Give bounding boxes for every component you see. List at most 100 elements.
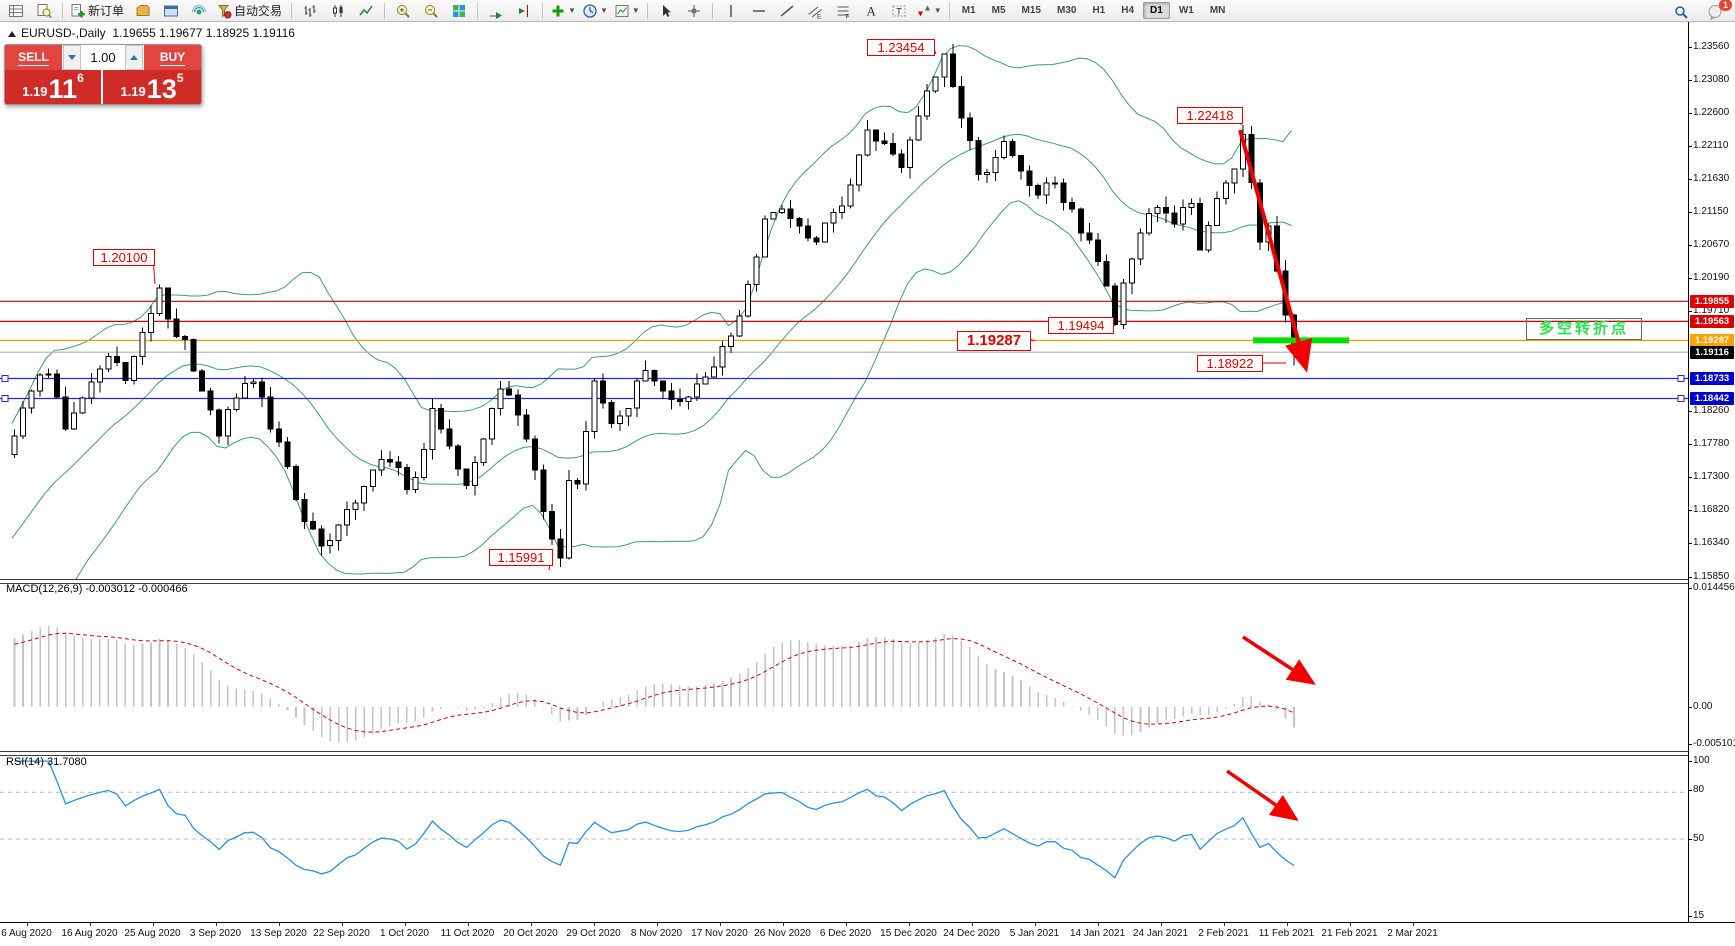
price-tag-black: 1.19116 [1690,346,1734,360]
date-tick [215,923,217,926]
sell-price-pipette: 6 [77,71,84,85]
timeframe-button-w1[interactable]: W1 [1178,5,1194,16]
date-label: 20 Oct 2020 [503,928,558,939]
indicator-tick-label: 15 [1688,910,1705,921]
trendline-icon[interactable] [773,0,801,22]
market-watch-icon [9,4,23,17]
macd-arrow[interactable] [1242,635,1316,685]
date-tick [845,923,847,926]
date-tick [404,923,406,926]
volume-decrease-button[interactable] [63,45,81,70]
equidistant-channel-icon[interactable]: E [801,0,829,22]
sell-price[interactable]: 1.19 11 6 [5,70,103,104]
collapse-icon[interactable] [8,31,16,37]
date-tick [719,923,721,926]
price-callout-label[interactable]: 1.22418 [1177,107,1243,124]
candles[interactable] [11,43,1297,567]
strategy-tester-icon[interactable] [185,0,213,22]
price-callout-label[interactable]: 1.23454 [867,39,935,56]
bar-chart-icon[interactable] [296,0,324,22]
auto-scroll-icon[interactable] [482,0,510,22]
cursor-icon[interactable] [652,0,680,22]
price-tag-orange: 1.19287 [1690,334,1734,348]
timeframe-button-m15[interactable]: M15 [1021,5,1041,16]
bollinger-bands[interactable] [11,45,1292,579]
timeframe-button-m5[interactable]: M5 [991,5,1006,16]
vertical-line-icon[interactable] [717,0,745,22]
chart-profiles-icon[interactable] [129,0,157,22]
periods-icon[interactable]: ▼ [579,0,611,22]
chart-title-ohlc: 1.19655 1.19677 1.18925 1.19116 [112,26,295,40]
timeframe-button-mn[interactable]: MN [1209,5,1226,16]
price-callout-label[interactable]: 1.18922 [1197,355,1263,372]
tile-windows-icon[interactable] [445,0,473,22]
rsi-pane-canvas[interactable] [0,754,1688,922]
text-icon[interactable]: A [857,0,885,22]
buy-price-prefix: 1.19 [120,84,146,99]
timeframe-button-m30[interactable]: M30 [1056,5,1077,16]
arrows-icon[interactable]: ▼ [913,0,945,22]
zoom-out-icon[interactable] [417,0,445,22]
sell-button[interactable]: SELL [5,45,62,70]
price-callout-label[interactable]: 1.15991 [489,549,553,566]
date-axis[interactable]: 6 Aug 2020 16 Aug 2020 25 Aug 2020 3 Sep 20… [0,922,1735,946]
horizontal-line-icon [752,9,765,12]
crosshair-icon[interactable] [680,0,708,22]
dropdown-caret-icon[interactable]: ▼ [599,5,608,15]
turning-point-note[interactable]: 多空转折点 [1526,318,1642,340]
dropdown-caret-icon[interactable]: ▼ [933,5,942,15]
volume-input[interactable] [81,45,125,70]
chart-shift-icon [519,4,529,17]
timeframe-button-h4[interactable]: H4 [1121,5,1135,16]
templates-icon [615,4,629,17]
volume-increase-button[interactable] [125,45,143,70]
search-button[interactable] [1667,1,1695,23]
horizontal-line-icon[interactable] [745,0,773,22]
data-window-icon[interactable] [30,0,58,22]
line-chart-icon[interactable] [352,0,380,22]
timeframe-button-m1[interactable]: M1 [961,5,976,16]
rsi-arrow[interactable] [1225,769,1299,822]
price-tick-label: 1.18260 [1688,405,1730,416]
terminal-icon[interactable] [157,0,185,22]
price-callout-label[interactable]: 1.20100 [93,249,155,266]
date-label: 3 Sep 2020 [189,928,242,939]
sell-button-label: SELL [18,49,49,66]
buy-price[interactable]: 1.19 13 5 [103,70,201,104]
dropdown-caret-icon[interactable]: ▼ [631,5,640,15]
auto-trading-button[interactable]: 自动交易 [213,0,287,22]
text-label-icon[interactable]: T [885,0,913,22]
indicators-icon[interactable]: ▼ [547,0,579,22]
main-chart-canvas[interactable] [0,22,1688,579]
trend-arrow[interactable] [1238,129,1313,373]
pane-separator-rsi[interactable] [0,751,1735,756]
triangle-down-icon [68,55,76,60]
dropdown-caret-icon[interactable]: ▼ [568,5,576,15]
timeframe-button-h1[interactable]: H1 [1092,5,1106,16]
toolbar-separator [948,2,950,19]
date-label: 13 Sep 2020 [250,928,307,939]
svg-text:F: F [845,13,849,19]
market-watch-icon[interactable] [2,0,30,22]
price-axis[interactable]: 1.23560 1.23080 1.22600 1.22110 1.21630 1.211… [1688,22,1735,922]
candlestick-chart-icon[interactable] [324,0,352,22]
macd-pane-canvas[interactable] [0,582,1688,751]
buy-button[interactable]: BUY [144,45,201,70]
date-tick [782,923,784,926]
price-callout-label[interactable]: 1.19494 [1048,317,1114,334]
fibonacci-icon[interactable]: F [829,0,857,22]
pane-separator-macd[interactable] [0,579,1735,584]
price-tick-label: 1.23080 [1688,73,1730,85]
indicator-tick-label: -0.005101 [1688,738,1735,749]
chart-shift-icon[interactable] [510,0,538,22]
notifications-button[interactable]: 1 [1701,0,1732,23]
toolbar-separator [477,2,479,19]
zoom-in-icon[interactable] [389,0,417,22]
horizontal-level-lines[interactable] [0,300,1688,402]
templates-icon[interactable]: ▼ [611,0,643,22]
toolbar-right: 1 [1667,0,1732,23]
timeframe-button-d1[interactable]: D1 [1143,2,1170,19]
price-tick-label: 1.15850 [1688,570,1730,582]
price-callout-label[interactable]: 1.19287 [957,331,1031,351]
new-order-button[interactable]: 新订单 [67,0,129,22]
